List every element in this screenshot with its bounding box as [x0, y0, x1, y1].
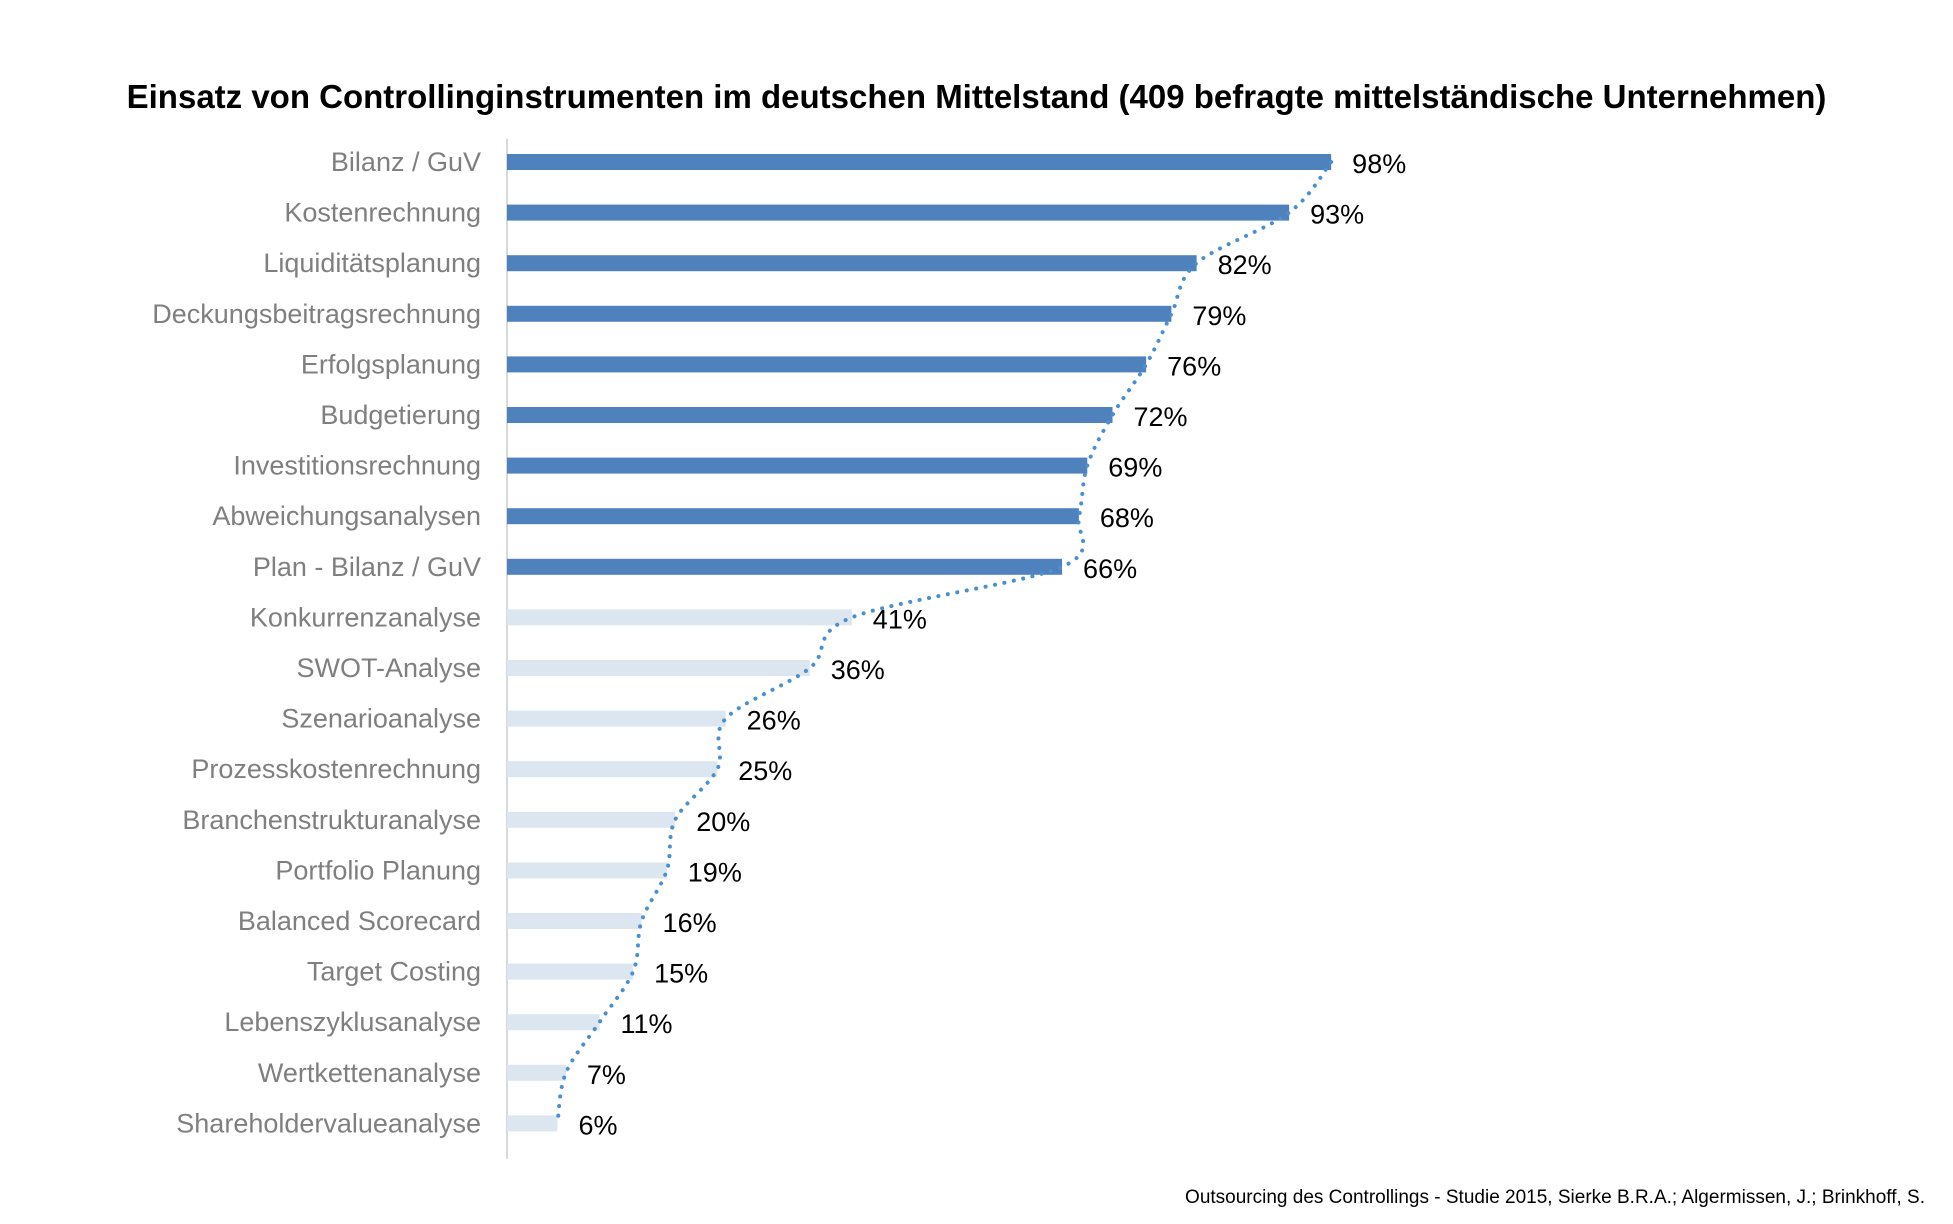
data-labels: 98% 93% 82% 79% 76% 72% 69% 68% 66% 41% 36% 26% 25% 2… — [578, 149, 1406, 1140]
category-label: SWOT-Analyse — [296, 653, 481, 683]
category-label: Lebenszyklusanalyse — [224, 1007, 481, 1037]
data-label: 16% — [663, 908, 717, 938]
bar — [507, 660, 810, 676]
bars — [507, 154, 1332, 1132]
data-label: 93% — [1310, 200, 1364, 230]
data-label: 69% — [1108, 453, 1162, 483]
category-label: Target Costing — [307, 957, 481, 987]
category-label: Plan - Bilanz / GuV — [253, 552, 481, 582]
bar — [507, 407, 1113, 423]
bar — [507, 913, 642, 929]
category-label: Branchenstrukturanalyse — [182, 805, 481, 835]
category-label: Shareholdervalueanalyse — [176, 1108, 481, 1138]
bar — [507, 811, 676, 828]
data-label: 7% — [587, 1060, 626, 1090]
chart-source: Outsourcing des Controllings - Studie 20… — [1185, 1187, 1925, 1208]
category-label: Deckungsbeitragsrechnung — [152, 299, 481, 329]
category-label: Abweichungsanalysen — [212, 501, 481, 531]
bar — [507, 761, 718, 778]
category-label: Wertkettenanalyse — [258, 1058, 481, 1088]
bar — [507, 710, 726, 727]
category-label: Budgetierung — [320, 400, 481, 430]
data-label: 6% — [578, 1110, 617, 1140]
category-label: Prozesskostenrechnung — [191, 754, 481, 784]
bar — [507, 1014, 600, 1031]
data-label: 68% — [1100, 503, 1154, 533]
bar — [507, 154, 1332, 170]
data-label: 82% — [1218, 250, 1272, 280]
bar — [507, 609, 852, 626]
data-label: 25% — [738, 756, 792, 786]
category-label: Szenarioanalyse — [281, 704, 481, 734]
data-label: 19% — [688, 857, 742, 887]
category-label: Erfolgsplanung — [301, 349, 481, 379]
data-label: 79% — [1192, 301, 1246, 331]
bar — [507, 862, 667, 879]
category-label: Liquiditätsplanung — [263, 248, 481, 278]
bar — [507, 1064, 566, 1081]
bar — [507, 963, 634, 980]
category-label: Portfolio Planung — [275, 855, 481, 885]
data-label: 20% — [696, 807, 750, 837]
data-label: 15% — [654, 959, 708, 989]
category-label: Konkurrenzanalyse — [250, 602, 481, 632]
trendline — [555, 160, 1334, 1126]
data-label: 98% — [1352, 149, 1406, 179]
bar — [507, 305, 1172, 322]
data-label: 66% — [1083, 554, 1137, 584]
data-label: 76% — [1167, 351, 1221, 381]
bar — [507, 457, 1088, 474]
category-label: Kostenrechnung — [284, 198, 481, 228]
data-label: 36% — [831, 655, 885, 685]
data-label: 11% — [621, 1009, 673, 1039]
data-label: 41% — [873, 604, 927, 634]
category-labels: Bilanz / GuV Kostenrechnung Liquiditätspla… — [152, 147, 481, 1138]
bar — [507, 1115, 558, 1132]
bar — [507, 558, 1063, 575]
bar — [507, 204, 1290, 221]
data-label: 26% — [747, 706, 801, 736]
category-label: Balanced Scorecard — [238, 906, 481, 936]
category-label: Bilanz / GuV — [331, 147, 481, 177]
bar — [507, 255, 1197, 272]
category-label: Investitionsrechnung — [233, 451, 481, 481]
chart-title: Einsatz von Controllinginstrumenten im d… — [126, 78, 1827, 115]
bar — [507, 508, 1079, 525]
data-label: 72% — [1134, 402, 1188, 432]
bar — [507, 356, 1147, 373]
